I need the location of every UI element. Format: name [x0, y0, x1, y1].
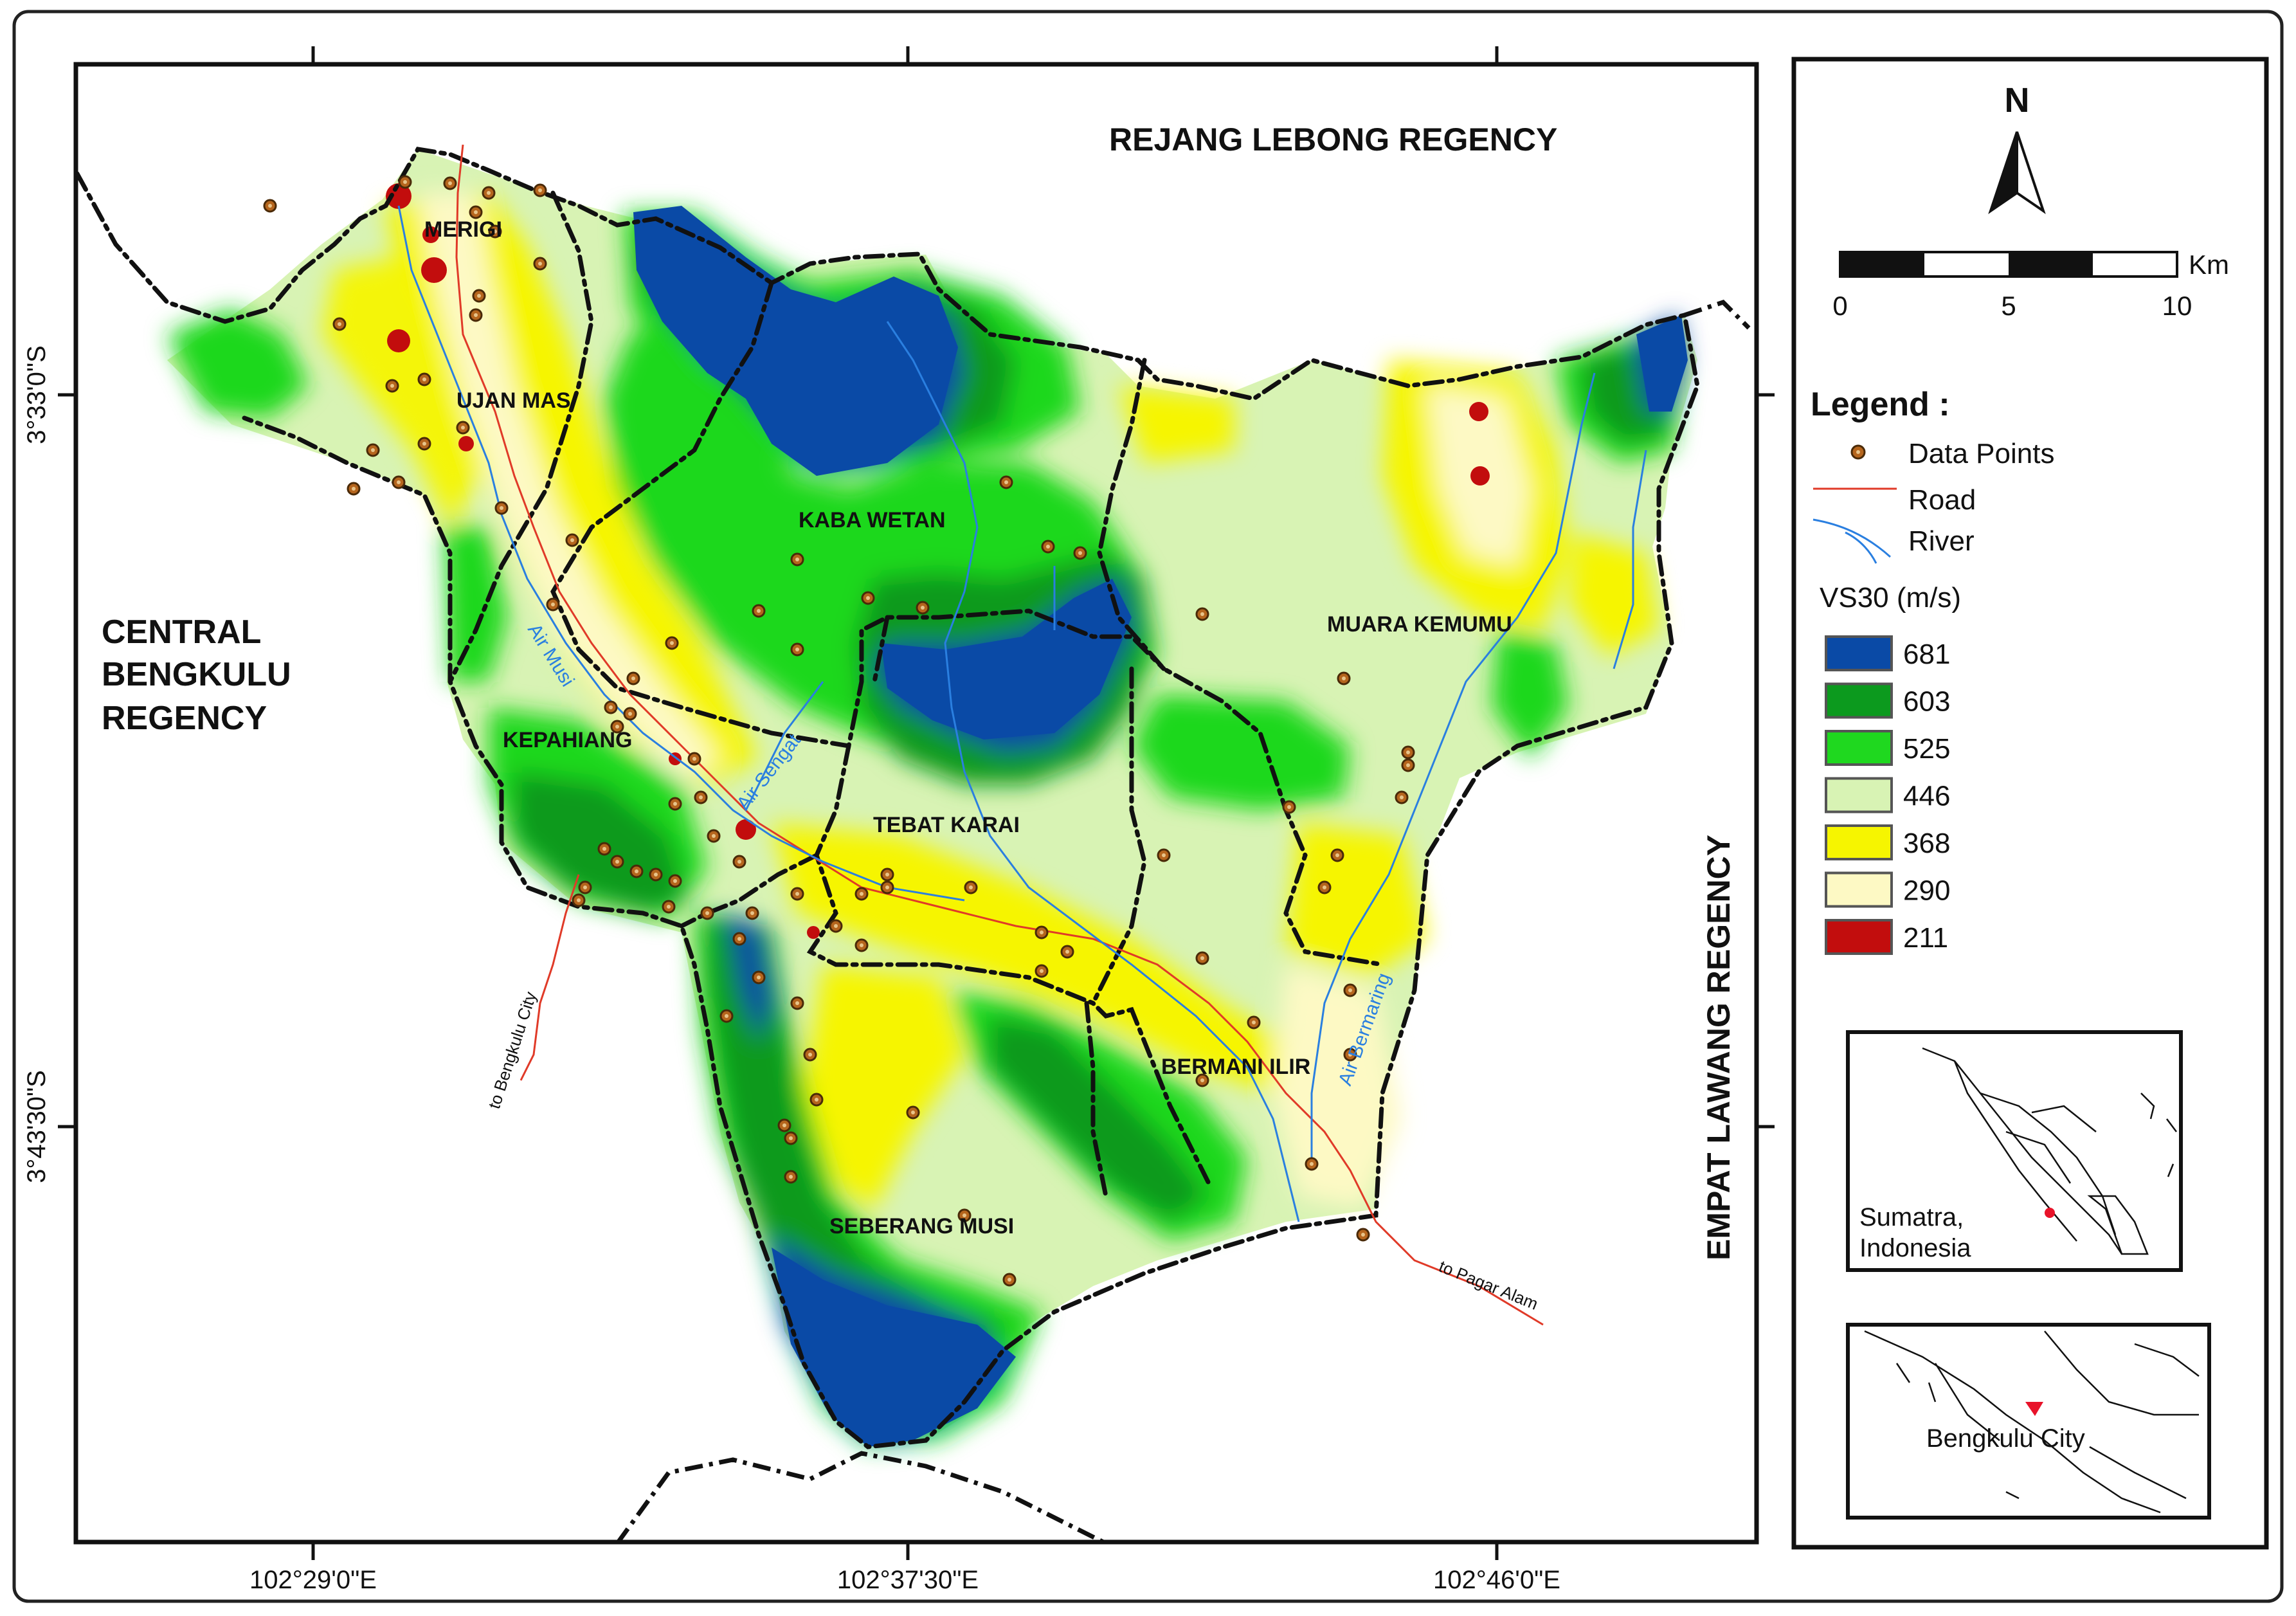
legend-item-river: River [1908, 525, 1975, 557]
regency-lines [615, 299, 1751, 1542]
inset-bengkulu-label: Bengkulu City [1926, 1424, 2085, 1453]
scale-tick-label: 5 [2001, 291, 2016, 321]
inset-sumatra-label-1: Sumatra, [1859, 1203, 1964, 1231]
vs30-swatch [1825, 919, 1893, 955]
legend-item-data-points: Data Points [1908, 438, 2054, 469]
coord-label-lon: 102°29'0"E [249, 1566, 377, 1594]
vs30-value: 211 [1903, 922, 1948, 954]
vs30-swatch [1825, 635, 1893, 671]
vs30-value: 603 [1903, 686, 1950, 718]
vs30-swatch [1825, 824, 1893, 860]
vs30-value: 290 [1903, 875, 1950, 907]
region-label-west-2: BENGKULU [102, 656, 291, 693]
district-label: MERIGI [424, 217, 502, 242]
coord-label-lon: 102°46'0"E [1433, 1566, 1560, 1594]
graticule-ticks [58, 46, 1775, 1560]
inset-sumatra: Sumatra, Indonesia [1846, 1030, 2183, 1272]
coord-label-lat: 3°43'30"S [23, 1070, 51, 1183]
vs30-swatch [1825, 871, 1893, 908]
vs30-swatch [1825, 777, 1893, 813]
scale-unit: Km [2189, 250, 2229, 280]
vs30-swatch [1825, 730, 1893, 766]
district-label: KEPAHIANG [503, 728, 633, 752]
roads [455, 144, 1544, 1326]
river-symbol [1812, 518, 1892, 564]
vs30-value: 368 [1903, 828, 1950, 859]
coord-label-lat: 3°33'0"S [23, 345, 51, 444]
vs30-value: 525 [1903, 733, 1950, 765]
district-label: BERMANI ILIR [1161, 1055, 1310, 1079]
vs30-class-list: 681 603 525 446 368 290 211 [1825, 635, 1950, 955]
vs30-value: 681 [1903, 639, 1950, 670]
region-label-west-3: REGENCY [102, 700, 267, 737]
region-label-north: REJANG LEBONG REGENCY [1109, 122, 1557, 158]
district-label: TEBAT KARAI [873, 813, 1020, 837]
vs30-swatch [1825, 682, 1893, 719]
vs30-title: VS30 (m/s) [1820, 582, 1961, 613]
outer-frame [12, 10, 2284, 1603]
scale-tick-label: 10 [2162, 291, 2192, 321]
data-points [263, 175, 1415, 1287]
scale-tick-label: 0 [1832, 291, 1847, 321]
region-label-west-1: CENTRAL [102, 613, 261, 651]
legend-title: Legend : [1811, 386, 1950, 423]
vs30-value: 446 [1903, 781, 1950, 812]
north-arrow: N [1988, 81, 2046, 214]
north-arrow-label: N [2005, 81, 2030, 120]
inset-bengkulu: Bengkulu City [1846, 1323, 2211, 1520]
inset-sumatra-label-2: Indonesia [1859, 1234, 1971, 1262]
bengkulu-city-marker-icon [2025, 1402, 2043, 1416]
rivers [397, 205, 1647, 1222]
scale-bar: Km 0 5 10 [1832, 250, 2229, 321]
district-label: KABA WETAN [799, 508, 946, 532]
district-boundaries [76, 147, 1700, 1449]
district-label: MUARA KEMUMU [1327, 612, 1512, 637]
region-label-east: EMPAT LAWANG REGENCY [1701, 835, 1737, 1260]
coord-label-lon: 102°37'30"E [837, 1566, 979, 1594]
legend: Legend : Data Points Road River VS30 (m/… [1811, 386, 2054, 955]
legend-item-road: Road [1908, 484, 1976, 516]
district-label: UJAN MAS [456, 388, 571, 413]
district-label: SEBERANG MUSI [829, 1214, 1014, 1239]
